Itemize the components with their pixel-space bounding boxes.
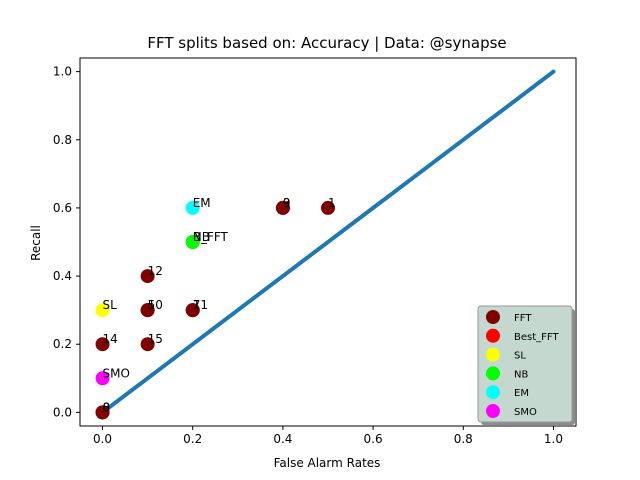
legend-label-sl: SL [514, 351, 526, 362]
point-label-best_fft-0: B_FFT [193, 230, 229, 244]
point-smo-0 [95, 371, 110, 386]
legend-label-em: EM [514, 388, 529, 399]
point-fft-11 [321, 200, 335, 215]
legend-label-smo: SMO [514, 407, 537, 418]
x-tick-label: 0.6 [364, 432, 383, 446]
point-label-sl-0: SL [103, 298, 118, 312]
point-label-em-0: EM [193, 196, 211, 210]
point-fft-5 [140, 303, 155, 318]
point-label-fft-11: 1 [328, 196, 336, 210]
legend-marker-em [486, 385, 500, 400]
point-sl-0 [95, 303, 110, 318]
series-fft [95, 200, 335, 420]
legend-marker-smo [486, 404, 500, 418]
legend-label-nb: NB [514, 369, 528, 380]
y-tick-label: 0.6 [53, 201, 72, 215]
point-label-fft-10: 9 [283, 196, 291, 210]
point-label-fft-8: 11 [193, 298, 208, 312]
y-axis-label: Recall [29, 225, 43, 261]
y-tick-label: 0.8 [53, 133, 72, 147]
series-em [185, 200, 200, 215]
point-label-fft-0: 8 [103, 400, 111, 414]
y-tick-label: 0.2 [53, 337, 72, 351]
point-label-fft-2: 14 [103, 332, 118, 346]
x-tick-label: 0.0 [93, 432, 112, 446]
axes-frame [79, 57, 577, 427]
x-tick-label: 0.2 [183, 432, 202, 446]
chart-title: FFT splits based on: Accuracy | Data: @s… [147, 34, 506, 52]
point-label-fft-3: 15 [148, 332, 163, 346]
diagonal-line [100, 69, 556, 415]
point-fft-8 [185, 303, 200, 318]
legend-marker-best_fft [486, 328, 500, 343]
legend-marker-nb [486, 366, 500, 381]
point-label-fft-7: 7 [193, 298, 201, 312]
series-smo [95, 371, 110, 386]
legend: FFT Best_FFT SL NB EM SMO [477, 305, 575, 425]
series-nb [185, 235, 200, 249]
point-em-0 [185, 200, 200, 215]
plot-area: 80 14 15 510 12 711 39 1 B_FFT SL NB EM SMO 0.0 0.2 0.4… [53, 57, 577, 446]
legend-label-best_fft: Best_FFT [514, 332, 559, 343]
point-fft-2 [95, 337, 110, 352]
point-label-fft-1: 0 [103, 400, 111, 414]
point-nb-0 [185, 235, 200, 249]
point-label-nb-0: NB [193, 230, 210, 244]
point-fft-3 [140, 337, 155, 352]
legend-label-fft: FFT [514, 313, 532, 324]
point-label-fft-4: 5 [148, 298, 156, 312]
y-tick-label: 1.0 [53, 65, 72, 79]
x-axis-label: False Alarm Rates [274, 456, 381, 470]
y-tick-label: 0.4 [53, 269, 72, 283]
point-label-fft-5: 10 [148, 298, 163, 312]
point-label-smo-0: SMO [103, 366, 130, 380]
legend-marker-sl [486, 347, 500, 362]
point-label-fft-6: 12 [148, 264, 163, 278]
point-fft-6 [140, 269, 155, 284]
point-fft-10 [275, 200, 290, 215]
x-tick-label: 0.8 [454, 432, 473, 446]
point-fft-1 [95, 405, 110, 420]
legend-marker-fft [486, 310, 500, 324]
x-tick-label: 1.0 [544, 432, 563, 446]
legend-box [477, 305, 573, 423]
point-label-fft-9: 3 [283, 196, 291, 210]
y-tick-label: 0.0 [53, 405, 72, 419]
series-sl [95, 303, 110, 318]
x-tick-label: 0.4 [273, 432, 292, 446]
